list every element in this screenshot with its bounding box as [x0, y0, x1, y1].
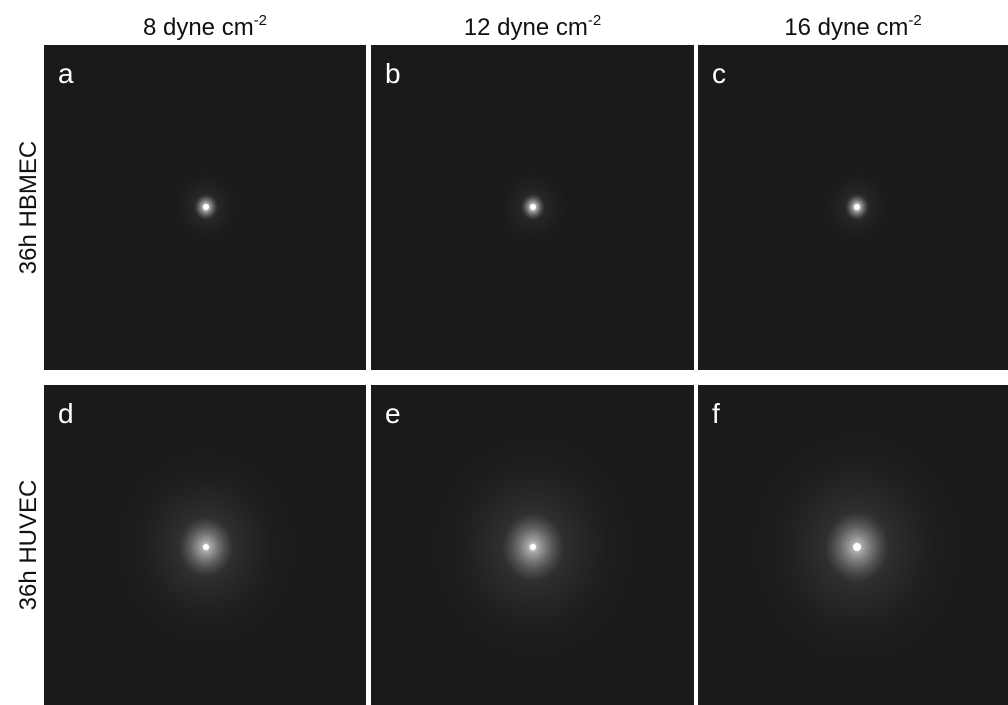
fft-center — [530, 544, 536, 550]
fft-center — [203, 544, 209, 550]
header-text: 12 dyne cm — [464, 14, 588, 41]
panel-letter: e — [385, 398, 401, 429]
header-superscript: -2 — [588, 12, 601, 29]
fft-center — [854, 204, 860, 210]
panel-letter: c — [712, 58, 726, 89]
panel-letter: f — [712, 398, 720, 429]
panel-grid: a b c d e f — [44, 45, 1008, 705]
panel-letter: b — [385, 58, 401, 89]
fft-center — [530, 204, 536, 210]
figure: abcdef 8 dyne cm-212 dyne cm-216 dyne cm… — [0, 0, 1008, 705]
header-text: 16 dyne cm — [784, 14, 908, 41]
panel-letter: a — [58, 58, 74, 89]
header-text: 8 dyne cm — [143, 14, 254, 41]
column-header: 12 dyne cm-2 — [464, 12, 601, 41]
panel-letter: d — [58, 398, 74, 429]
fft-center — [853, 543, 861, 551]
fft-center — [203, 204, 209, 210]
column-header: 8 dyne cm-2 — [143, 12, 267, 41]
row-label: 36h HBMEC — [15, 141, 42, 274]
row-label: 36h HUVEC — [15, 480, 42, 611]
header-superscript: -2 — [254, 12, 267, 29]
header-superscript: -2 — [908, 12, 921, 29]
column-header: 16 dyne cm-2 — [784, 12, 921, 41]
